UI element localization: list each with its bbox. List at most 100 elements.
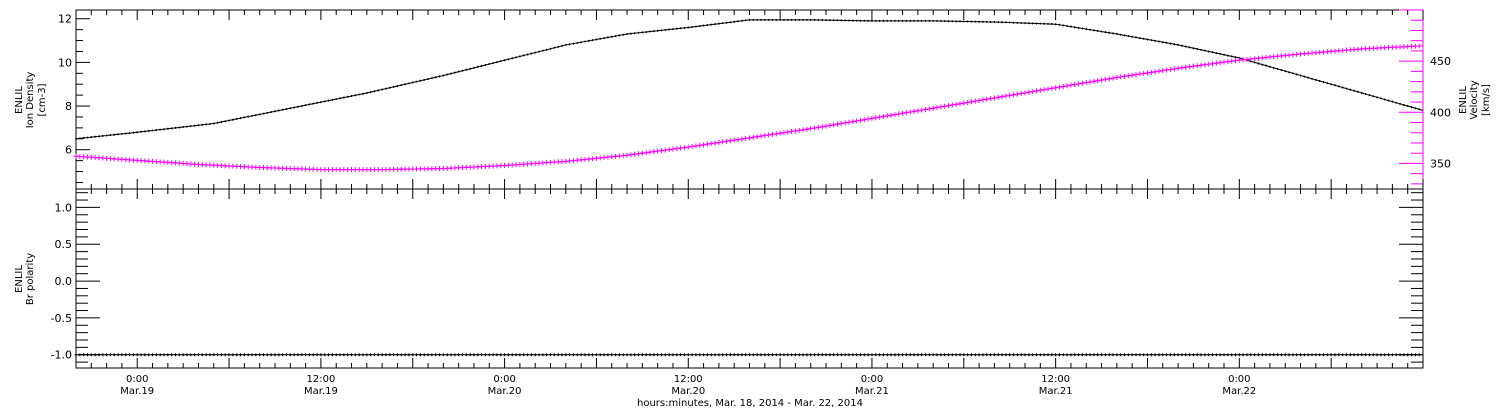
br-polarity-series-point [629, 353, 633, 357]
density-series-point [461, 69, 464, 72]
density-series-point [859, 19, 862, 22]
br-polarity-series-point [158, 353, 162, 357]
density-series-point [530, 52, 533, 55]
density-series-point [702, 24, 705, 27]
br-polarity-series-point [698, 353, 702, 357]
br-polarity-series-point [671, 353, 675, 357]
velocity-series-point [639, 150, 645, 156]
density-series-point [1008, 21, 1011, 24]
br-polarity-series-point [1302, 353, 1306, 357]
br-polarity-series-point [506, 353, 510, 357]
velocity-series-point [1064, 83, 1070, 89]
br-polarity-series-point [1042, 353, 1046, 357]
br-polarity-series-point [958, 353, 962, 357]
velocity-series-point [735, 137, 741, 143]
br-polarity-series-point [874, 353, 878, 357]
density-series-point [1387, 99, 1390, 102]
velocity-series-point [919, 107, 925, 113]
br-polarity-series-point [1241, 353, 1245, 357]
density-series-point [591, 39, 594, 42]
velocity-series-point [1125, 73, 1131, 79]
velocity-series-point [831, 122, 837, 128]
density-series-point [212, 122, 215, 125]
velocity-series-point [865, 116, 871, 122]
velocity-series-point [1030, 89, 1036, 95]
density-series-point [254, 114, 257, 117]
density-series-point [1146, 38, 1149, 41]
br-polarity-series-point [1157, 353, 1161, 357]
density-series-point [1138, 37, 1141, 40]
br-polarity-series-point [1180, 353, 1184, 357]
x-tick-time-label: 0:00 [493, 374, 515, 385]
br-polarity-series-point [1077, 353, 1081, 357]
br-polarity-series-point [135, 353, 139, 357]
density-series-point [595, 38, 598, 41]
velocity-series-point [1087, 79, 1093, 85]
velocity-series-point [850, 119, 856, 125]
density-series-point [790, 18, 793, 21]
br-polarity-series-point [372, 353, 376, 357]
density-series-point [920, 19, 923, 22]
density-series-point [182, 126, 185, 129]
x-axis-title: hours:minutes, Mar. 18, 2014 - Mar. 22, … [637, 398, 863, 409]
br-polarity-title-line-2: Br polarity [25, 253, 36, 305]
br-polarity-series-point [395, 353, 399, 357]
density-series-point [1215, 52, 1218, 55]
velocity-series-point [1171, 66, 1177, 72]
density-series-point [1406, 105, 1409, 108]
density-series-point [1177, 43, 1180, 46]
density-series-point [323, 100, 326, 103]
br-polarity-series-point [744, 353, 748, 357]
density-series-point [1418, 108, 1421, 111]
density-series-point [890, 19, 893, 22]
density-series-point [216, 121, 219, 124]
br-polarity-series-point [1065, 353, 1069, 357]
density-series-point [373, 90, 376, 93]
br-polarity-series-point [1050, 353, 1054, 357]
density-series-point [312, 102, 315, 105]
br-polarity-series-point [797, 353, 801, 357]
density-series-point [641, 31, 644, 34]
density-series-point [599, 37, 602, 40]
br-polarity-series-point [541, 353, 545, 357]
velocity-series-point [1072, 82, 1078, 88]
density-series-point [515, 56, 518, 59]
density-series-point [905, 19, 908, 22]
br-polarity-series-point [346, 353, 350, 357]
density-series-point [411, 81, 414, 84]
br-polarity-series-point [430, 353, 434, 357]
density-series-point [293, 106, 296, 109]
velocity-axis-title: ENLIL Velocity [km/s] [1458, 80, 1492, 119]
density-series-point [851, 19, 854, 22]
x-tick-date-label: Mar.21 [1039, 386, 1073, 397]
br-polarity-series-point [468, 353, 472, 357]
density-series-point [1268, 65, 1271, 68]
br-polarity-series-point [357, 353, 361, 357]
br-polarity-series-point [977, 353, 981, 357]
density-series-point [450, 72, 453, 75]
density-series-point [1161, 41, 1164, 44]
br-polarity-series-point [1249, 353, 1253, 357]
density-series-point [1291, 72, 1294, 75]
density-series-point [660, 29, 663, 32]
density-series-point [300, 104, 303, 107]
density-series-point [779, 18, 782, 21]
br-polarity-series-point [196, 353, 200, 357]
br-polarity-series-point [675, 353, 679, 357]
br-polarity-series-point [1134, 353, 1138, 357]
br-polarity-series-point [177, 353, 181, 357]
density-series-point [763, 18, 766, 21]
br-polarity-series-point [128, 353, 132, 357]
velocity-series-point [1007, 92, 1013, 98]
br-polarity-series-point [901, 353, 905, 357]
density-series-point [828, 19, 831, 22]
density-series-point [633, 32, 636, 35]
br-polarity-series-point [269, 353, 273, 357]
velocity-series-point [884, 113, 890, 119]
br-polarity-series-point [1111, 353, 1115, 357]
density-series-point [1226, 54, 1229, 57]
bottom-panel-frame [75, 188, 1424, 369]
br-polarity-series-point [1073, 353, 1077, 357]
density-series-point [1073, 26, 1076, 29]
density-series-point [813, 18, 816, 21]
